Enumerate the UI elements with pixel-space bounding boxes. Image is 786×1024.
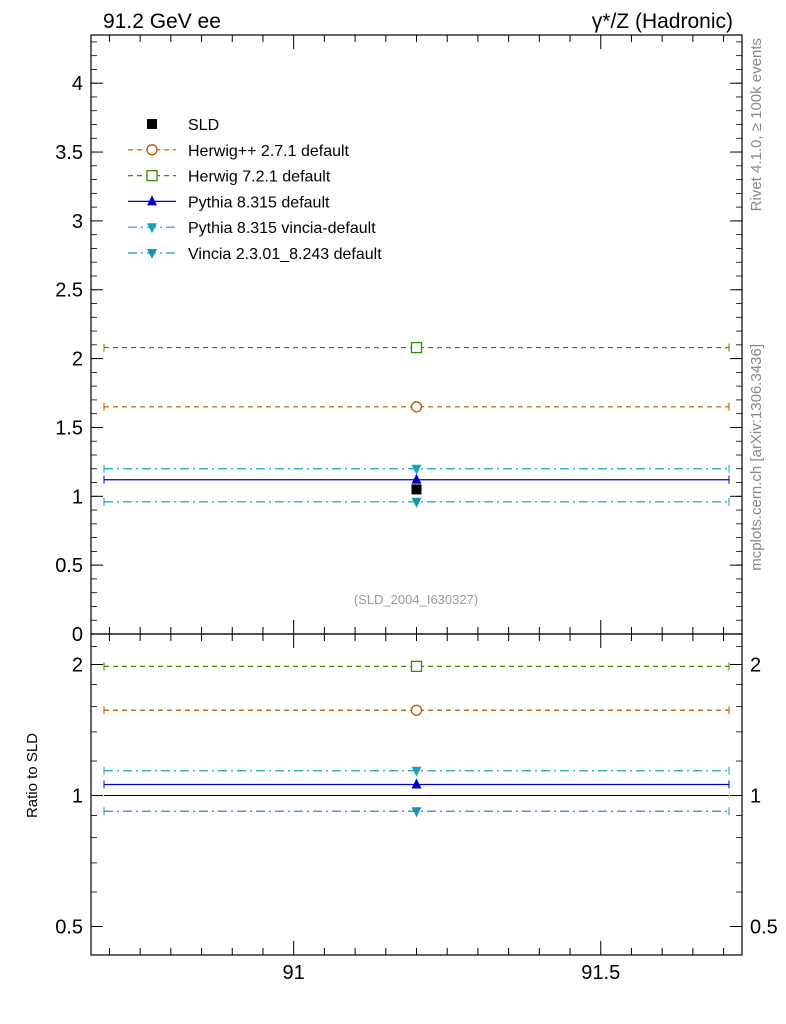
ratio-ytick-label-left: 0.5: [55, 916, 83, 938]
legend-marker-1: [146, 144, 158, 156]
main-ytick-label: 2.5: [55, 280, 83, 302]
legend-label-2: Herwig 7.2.1 default: [188, 169, 331, 186]
main-series-marker-4: [411, 464, 422, 475]
main-series-marker-5: [411, 497, 422, 508]
legend: SLD Herwig++ 2.7.1 default Herwig 7.2.1 de…: [128, 117, 382, 263]
main-ytick-label: 1: [72, 486, 83, 508]
legend-marker-5: [147, 249, 157, 259]
ratio-ytick-label-right: 2: [750, 654, 761, 676]
side-label-rivet: Rivet 4.1.0, ≥ 100k events: [748, 38, 765, 211]
side-label-mcplots: mcplots.cern.ch [arXiv:1306.3436]: [748, 344, 765, 571]
ratio-xtick-label: 91: [283, 962, 305, 984]
legend-label-3: Pythia 8.315 default: [188, 194, 330, 211]
legend-marker-3: [147, 195, 157, 206]
main-panel: 0 0.5 1 1.5 2 2.5 3 3.5 4: [55, 34, 743, 646]
legend-label-0: SLD: [188, 117, 219, 134]
legend-label-4: Pythia 8.315 vincia-default: [188, 220, 376, 237]
header-left-title: 91.2 GeV ee: [103, 10, 221, 33]
main-ytick-label: 3.5: [55, 142, 83, 164]
main-ytick-label: 3: [72, 211, 83, 233]
main-ytick-label: 0: [72, 624, 83, 646]
legend-marker-0: [147, 119, 157, 129]
ratio-ytick-label-left: 2: [72, 654, 83, 676]
legend-label-5: Vincia 2.3.01_8.243 default: [188, 246, 382, 263]
legend-label-1: Herwig++ 2.7.1 default: [188, 143, 350, 160]
ratio-panel: 0.5 0.5 1 1 2 2 91 91.5 Ratio to SLD: [24, 633, 778, 984]
ratio-series-marker-4: [411, 807, 422, 818]
main-series-marker-1: [410, 401, 423, 413]
ratio-ylabel: Ratio to SLD: [24, 733, 41, 818]
main-ytick-label: 4: [72, 73, 83, 95]
ratio-series-marker-2: [411, 778, 422, 789]
legend-marker-4: [147, 223, 157, 234]
main-ytick-label: 1.5: [55, 417, 83, 439]
ratio-ytick-label-right: 0.5: [750, 916, 778, 938]
legend-marker-2: [146, 169, 158, 182]
main-series-marker-3: [411, 473, 422, 484]
ratio-series-marker-0: [410, 704, 423, 716]
ratio-ytick-label-right: 1: [750, 785, 761, 807]
ratio-ytick-label-left: 1: [72, 785, 83, 807]
main-ytick-label: 2: [72, 349, 83, 371]
watermark: (SLD_2004_I630327): [354, 592, 478, 607]
main-ytick-label: 0.5: [55, 555, 83, 577]
main-series-marker-0: [411, 484, 422, 495]
ratio-xtick-label: 91.5: [581, 962, 620, 984]
ratio-series-marker-3: [411, 766, 422, 777]
main-series-marker-2: [410, 341, 423, 354]
ratio-frame: [90, 633, 743, 956]
header-right-title: γ*/Z (Hadronic): [592, 10, 733, 33]
ratio-series-marker-1: [410, 660, 423, 673]
